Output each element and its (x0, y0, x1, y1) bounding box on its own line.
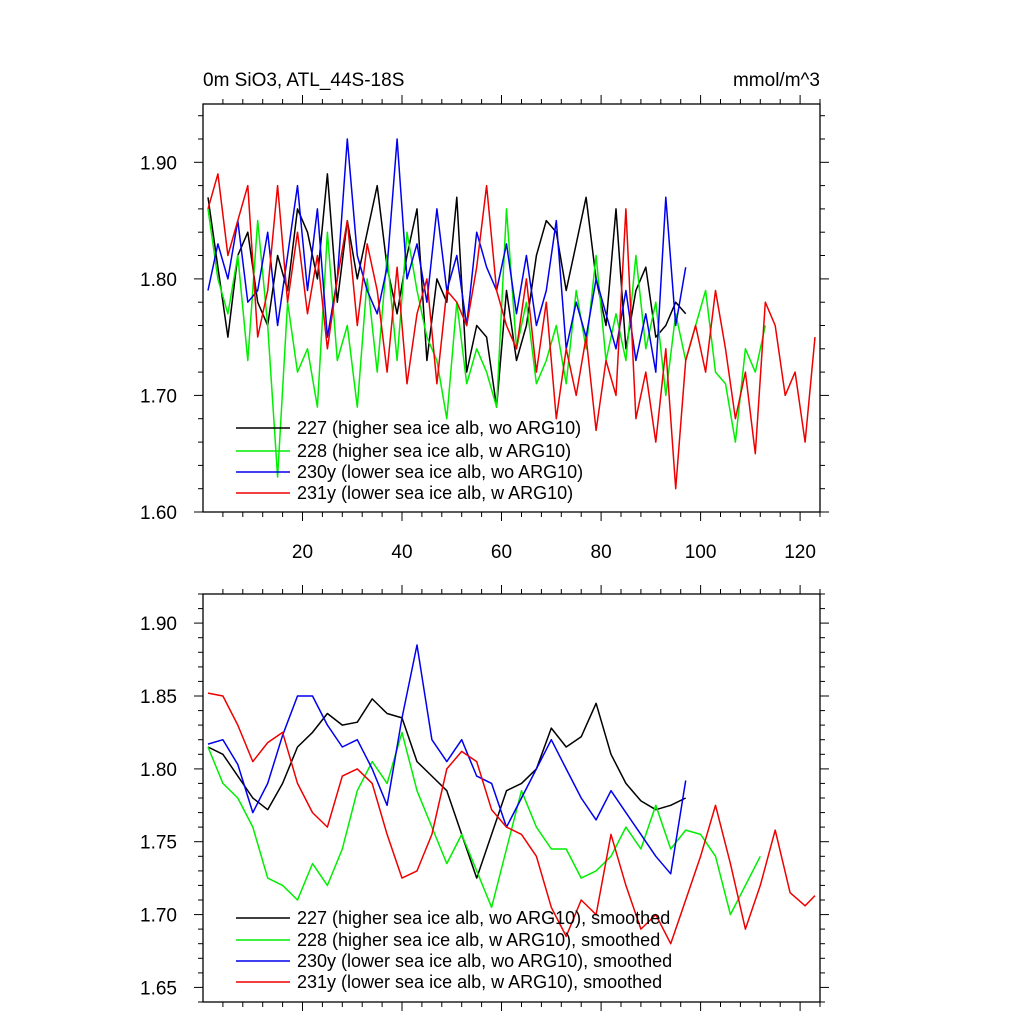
bottom-y-tick-label: 1.65 (140, 978, 177, 999)
bottom-y-tick-label: 1.80 (140, 760, 177, 781)
bottom-legend-label-231y: 231y (lower sea ice alb, w ARG10), smoot… (297, 972, 662, 992)
top-chart-title: 0m SiO3, ATL_44S-18S (203, 70, 404, 91)
bottom-legend-label-227: 227 (higher sea ice alb, wo ARG10), smoo… (297, 908, 670, 928)
bottom-panel: 1.65 1.70 1.75 1.80 1.85 1.90 227 (higher sea… (140, 585, 829, 1011)
top-y-tick-label: 1.70 (140, 386, 177, 407)
top-y-tick-label: 1.90 (140, 153, 177, 174)
top-legend-label-230y: 230y (lower sea ice alb, wo ARG10) (297, 462, 583, 482)
bottom-ticks-group: 1.65 1.70 1.75 1.80 1.85 1.90 (140, 585, 829, 1011)
bottom-series-line-230y (207, 644, 687, 875)
top-legend-label-228: 228 (higher sea ice alb, w ARG10) (297, 441, 571, 461)
top-legend: 227 (higher sea ice alb, wo ARG10) 228 (… (236, 418, 583, 503)
top-series-group (207, 138, 816, 490)
top-ticks-group: 20 40 60 80 100 120 1.60 1.70 1.80 1.90 (140, 95, 829, 563)
top-chart-units: mmol/m^3 (733, 70, 820, 91)
top-series-line-230y (207, 138, 687, 373)
top-x-tick-label: 20 (292, 542, 313, 563)
top-panel: 0m SiO3, ATL_44S-18S mmol/m^3 20 40 60 80 10… (140, 70, 829, 563)
top-series-line-227 (207, 173, 687, 408)
top-plot-frame (202, 103, 821, 513)
top-x-tick-label: 60 (491, 542, 512, 563)
bottom-series-line-231y (207, 692, 816, 945)
top-y-tick-label: 1.60 (140, 503, 177, 524)
bottom-y-tick-label: 1.90 (140, 614, 177, 635)
bottom-y-tick-label: 1.75 (140, 833, 177, 854)
top-series-line-228 (207, 208, 767, 478)
bottom-legend-label-230y: 230y (lower sea ice alb, wo ARG10), smoo… (297, 951, 672, 971)
top-x-tick-label: 80 (591, 542, 612, 563)
top-y-tick-label: 1.80 (140, 270, 177, 291)
top-legend-label-227: 227 (higher sea ice alb, wo ARG10) (297, 418, 581, 438)
top-legend-label-231y: 231y (lower sea ice alb, w ARG10) (297, 483, 573, 503)
bottom-legend-label-228: 228 (higher sea ice alb, w ARG10), smoot… (297, 930, 660, 950)
top-x-tick-label: 120 (784, 542, 816, 563)
bottom-legend: 227 (higher sea ice alb, wo ARG10), smoo… (236, 908, 672, 992)
top-series-line-231y (207, 173, 816, 490)
bottom-series-line-227 (207, 698, 687, 879)
top-x-tick-label: 40 (391, 542, 412, 563)
bottom-y-tick-label: 1.85 (140, 687, 177, 708)
bottom-y-tick-label: 1.70 (140, 906, 177, 927)
bottom-series-group (207, 644, 816, 945)
top-x-tick-label: 100 (685, 542, 717, 563)
bottom-series-line-228 (207, 731, 761, 916)
